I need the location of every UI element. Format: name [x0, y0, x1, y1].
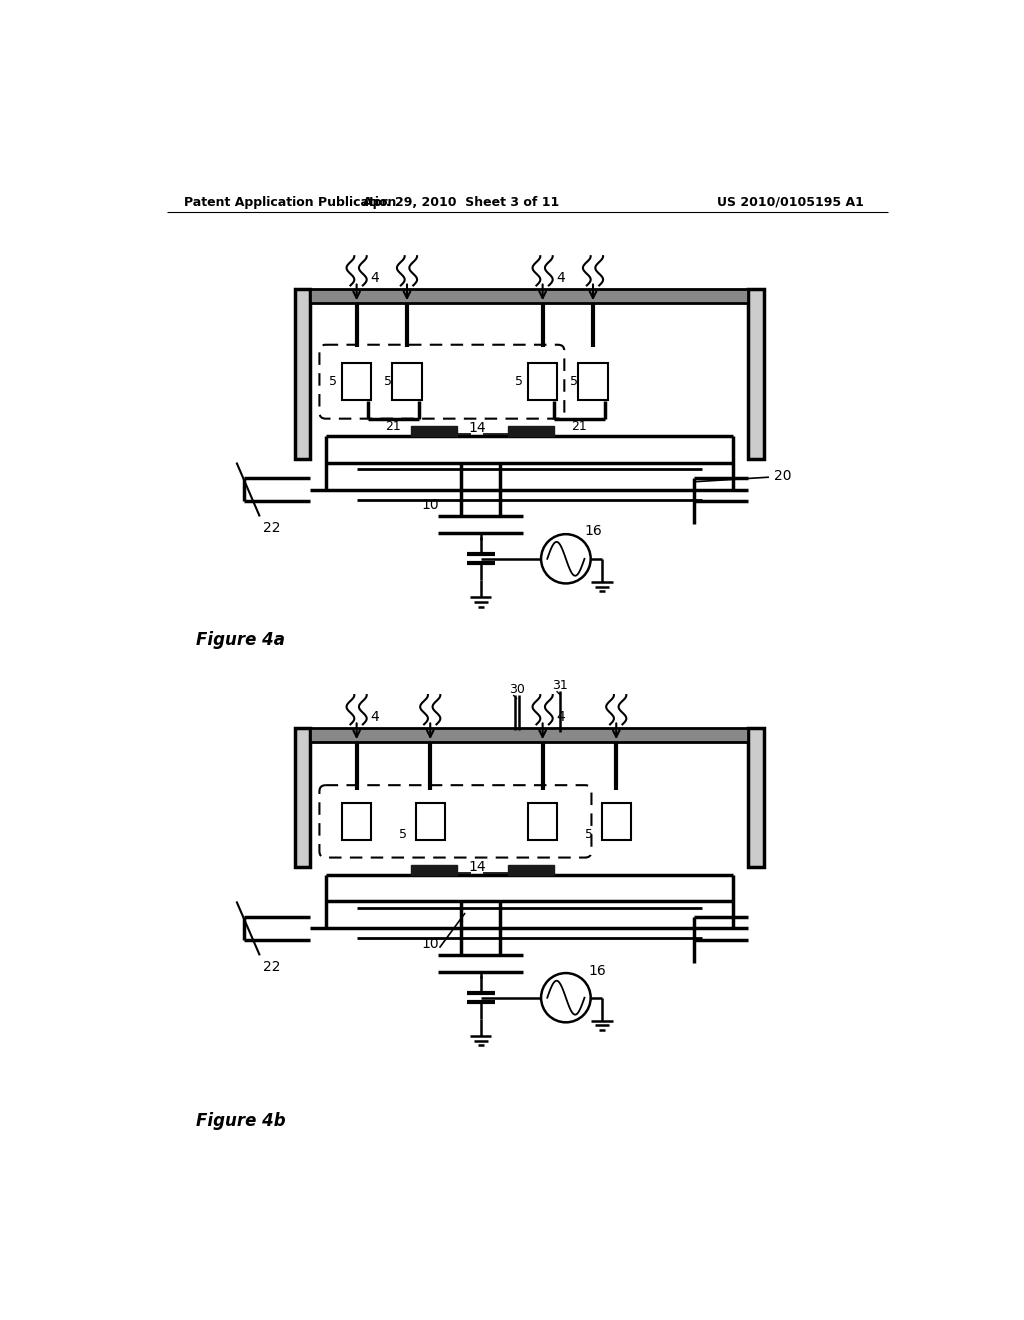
- Text: 22: 22: [262, 960, 281, 974]
- Text: N: N: [538, 809, 547, 818]
- Bar: [748, 289, 764, 459]
- Text: S: S: [589, 370, 597, 379]
- Text: 5: 5: [515, 375, 523, 388]
- Text: Patent Application Publication: Patent Application Publication: [183, 195, 396, 209]
- Text: 16: 16: [584, 524, 602, 539]
- Bar: [748, 729, 764, 867]
- Text: N: N: [426, 824, 435, 834]
- Text: S: S: [352, 384, 360, 395]
- Text: 20: 20: [774, 469, 792, 483]
- Bar: [342, 803, 372, 840]
- Text: S: S: [612, 809, 621, 818]
- Text: 10: 10: [422, 937, 439, 950]
- Text: S: S: [352, 824, 360, 834]
- Bar: [416, 803, 445, 840]
- Text: Apr. 29, 2010  Sheet 3 of 11: Apr. 29, 2010 Sheet 3 of 11: [364, 195, 559, 209]
- Text: N: N: [402, 384, 412, 395]
- Bar: [528, 363, 557, 400]
- Bar: [411, 426, 458, 436]
- Text: 4: 4: [370, 710, 379, 723]
- Bar: [295, 729, 310, 867]
- Text: N: N: [538, 370, 547, 379]
- Text: S: S: [539, 384, 547, 395]
- Text: 5: 5: [585, 828, 593, 841]
- Text: 31: 31: [553, 680, 568, 693]
- Bar: [310, 289, 748, 304]
- Text: Figure 4b: Figure 4b: [197, 1111, 286, 1130]
- Bar: [601, 803, 631, 840]
- Bar: [310, 729, 748, 742]
- Text: N: N: [352, 370, 361, 379]
- Bar: [579, 363, 607, 400]
- Text: 5: 5: [330, 375, 337, 388]
- Text: S: S: [539, 824, 547, 834]
- Text: 21: 21: [571, 420, 587, 433]
- Text: 4: 4: [370, 271, 379, 285]
- Text: 5: 5: [569, 375, 578, 388]
- Text: 22: 22: [262, 521, 281, 535]
- Text: 4: 4: [556, 710, 565, 723]
- Text: 5: 5: [384, 375, 391, 388]
- Text: N: N: [352, 809, 361, 818]
- Text: N: N: [611, 824, 621, 834]
- Text: 21: 21: [385, 420, 401, 433]
- Bar: [508, 866, 554, 874]
- Bar: [392, 363, 422, 400]
- Bar: [528, 803, 557, 840]
- Text: N: N: [589, 384, 598, 395]
- Text: 4: 4: [556, 271, 565, 285]
- Bar: [342, 363, 372, 400]
- Bar: [295, 289, 310, 459]
- Text: 10: 10: [422, 498, 439, 512]
- Text: 14: 14: [468, 859, 485, 874]
- Bar: [508, 426, 554, 436]
- Bar: [411, 866, 458, 874]
- Text: 14: 14: [468, 421, 485, 434]
- Text: 5: 5: [399, 828, 408, 841]
- Text: S: S: [426, 809, 434, 818]
- Text: US 2010/0105195 A1: US 2010/0105195 A1: [718, 195, 864, 209]
- Text: 16: 16: [588, 964, 606, 978]
- Text: Figure 4a: Figure 4a: [197, 631, 286, 648]
- Text: 30: 30: [509, 684, 525, 696]
- Text: S: S: [403, 370, 411, 379]
